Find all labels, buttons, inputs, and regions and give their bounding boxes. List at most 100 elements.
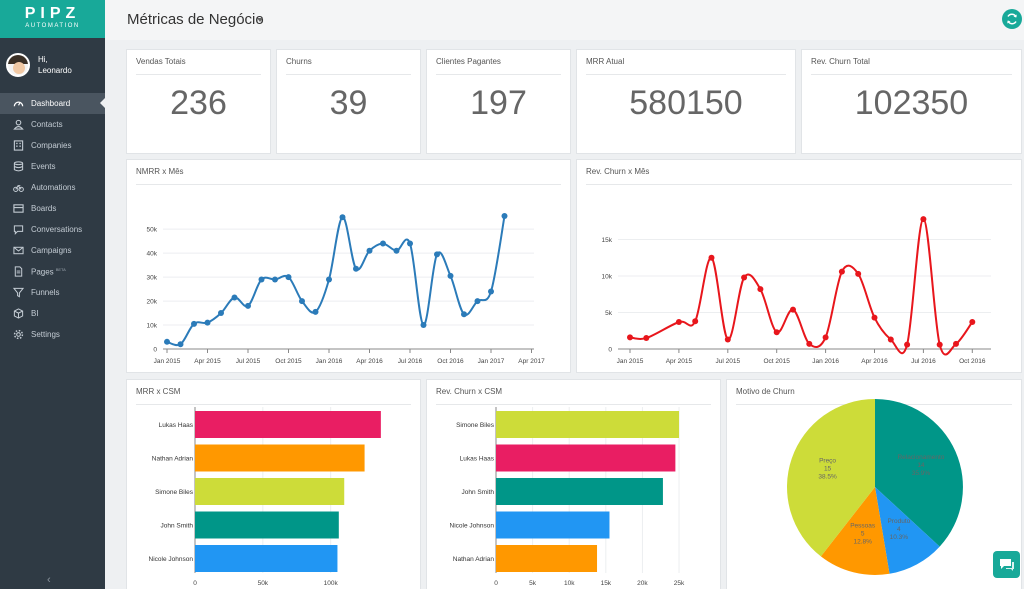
envelope-icon	[13, 246, 24, 255]
sidebar-item-bi[interactable]: BI	[0, 303, 105, 324]
data-point	[920, 216, 927, 223]
category-label: Simone Biles	[456, 422, 495, 429]
data-point	[501, 212, 508, 219]
divider	[586, 184, 1012, 185]
sidebar-item-boards[interactable]: Boards	[0, 198, 105, 219]
brand-subtitle: AUTOMATION	[25, 23, 80, 29]
pages-label: Pages	[31, 267, 54, 277]
x-tick-label: Oct 2015	[275, 358, 302, 365]
chat-icon	[13, 225, 24, 235]
sidebar-item-dashboard[interactable]: Dashboard	[0, 93, 105, 114]
page-title[interactable]: Métricas de Negócio	[127, 11, 264, 28]
kpi-card-clientes: Clientes Pagantes 197	[427, 50, 570, 153]
pipz-logo[interactable]: PIPZ AUTOMATION	[0, 0, 105, 38]
kpi-value: 197	[470, 84, 527, 122]
kpi-card-churns: Churns 39	[277, 50, 420, 153]
data-point	[838, 268, 845, 275]
data-point	[871, 314, 878, 321]
sidebar-item-conversations[interactable]: Conversations	[0, 219, 105, 240]
data-point	[339, 214, 346, 221]
y-tick-label: 0	[153, 347, 157, 354]
nmrr-chart-card: NMRR x Mês 0 10k 20k 30k 40k 50k Jan 2015 Apr 2…	[127, 160, 570, 372]
data-point	[326, 276, 332, 283]
sidebar-item-settings[interactable]: Settings	[0, 324, 105, 345]
data-point	[393, 247, 400, 254]
sidebar-item-campaigns[interactable]: Campaigns	[0, 240, 105, 261]
data-point	[299, 298, 305, 305]
x-tick-label: Jul 2015	[716, 358, 741, 365]
sidebar-item-contacts[interactable]: Contacts	[0, 114, 105, 135]
slice-percent: 38.5%	[818, 474, 837, 481]
sidebar-item-companies[interactable]: Companies	[0, 135, 105, 156]
bar	[195, 444, 365, 472]
bar	[195, 511, 339, 539]
x-tick-label: Jul 2015	[236, 358, 261, 365]
mrr-csm-bar-chart[interactable]: 0 50k 100k Lukas Haas Nathan Adrian Simone Bi…	[127, 380, 420, 589]
x-tick-label: 0	[193, 580, 197, 587]
divider	[811, 74, 1012, 75]
rev-churn-csm-bar-chart[interactable]: 0 5k 10k 15k 20k 25k Simone Biles Lukas Haas Joh…	[427, 380, 720, 589]
data-point	[692, 318, 699, 325]
data-point	[272, 276, 278, 283]
slice-label: Pessoas	[850, 523, 876, 530]
kpi-card-mrr: MRR Atual 580150	[577, 50, 795, 153]
data-point	[366, 247, 373, 254]
chat-widget-button[interactable]	[993, 551, 1020, 578]
beta-badge: BETA	[55, 267, 66, 272]
divider	[136, 184, 561, 185]
mrr-csm-chart-card: MRR x CSM 0 50k 100k Lukas Haas Nathan Adria…	[127, 380, 420, 589]
x-tick-label: 15k	[601, 580, 612, 587]
refresh-button[interactable]	[1002, 9, 1022, 29]
data-point	[245, 302, 251, 309]
y-tick-label: 10k	[147, 323, 158, 330]
caret-down-icon[interactable]	[257, 18, 263, 22]
x-tick-label: Apr 2016	[861, 358, 888, 365]
sidebar-item-events[interactable]: Events	[0, 156, 105, 177]
sidebar-item-pages[interactable]: Pages BETA	[0, 261, 105, 282]
data-point	[790, 306, 796, 313]
greeting-text: Hi,	[38, 55, 48, 64]
y-tick-label: 10k	[602, 274, 613, 281]
data-point	[953, 340, 959, 347]
data-point	[936, 341, 943, 348]
active-indicator	[100, 98, 105, 108]
rev-churn-line-chart[interactable]: 0 5k 10k 15k Jan 2015 Apr 2015 Jul 2015 Oct 201…	[577, 160, 1021, 372]
chevron-left-icon[interactable]: ‹	[47, 574, 51, 586]
kpi-value: 102350	[854, 84, 969, 122]
user-profile[interactable]: Hi, Leonardo	[0, 38, 105, 90]
data-point	[724, 336, 731, 343]
category-label: Lukas Haas	[460, 456, 495, 463]
chart-title: NMRR x Mês	[136, 167, 184, 176]
sidebar: PIPZ AUTOMATION Hi, Leonardo Dashboard C…	[0, 0, 105, 589]
y-tick-label: 30k	[147, 275, 158, 282]
x-tick-label: Oct 2016	[959, 358, 986, 365]
data-point	[258, 276, 265, 283]
data-point	[474, 298, 481, 305]
churn-reason-chart-card: Motivo de Churn Relacionamento 14 35.9% Pro…	[727, 380, 1021, 589]
chat-icon	[1000, 559, 1014, 571]
data-point	[855, 270, 862, 277]
pie-slice	[875, 487, 940, 574]
slice-value: 5	[861, 531, 865, 538]
x-tick-label: Jul 2016	[911, 358, 936, 365]
avatar[interactable]	[6, 53, 30, 77]
sidebar-item-automations[interactable]: Automations	[0, 177, 105, 198]
data-point	[741, 274, 748, 281]
category-label: Nathan Adrian	[453, 556, 495, 563]
user-name: Leonardo	[38, 66, 72, 75]
brand-name: PIPZ	[24, 5, 81, 22]
divider	[286, 74, 411, 75]
sidebar-item-label: Settings	[31, 330, 60, 339]
nmrr-line-chart[interactable]: 0 10k 20k 30k 40k 50k Jan 2015 Apr 2015 Jul 2015…	[127, 160, 570, 372]
x-tick-label: Jul 2016	[398, 358, 423, 365]
data-point	[488, 288, 494, 295]
data-point	[420, 322, 427, 329]
data-point	[461, 311, 467, 318]
sidebar-item-label: Automations	[31, 183, 76, 192]
kpi-label: Churns	[286, 57, 312, 66]
pie-slice	[787, 399, 875, 557]
sidebar-item-funnels[interactable]: Funnels	[0, 282, 105, 303]
kpi-label: Vendas Totais	[136, 57, 186, 66]
kpi-label: Clientes Pagantes	[436, 57, 501, 66]
